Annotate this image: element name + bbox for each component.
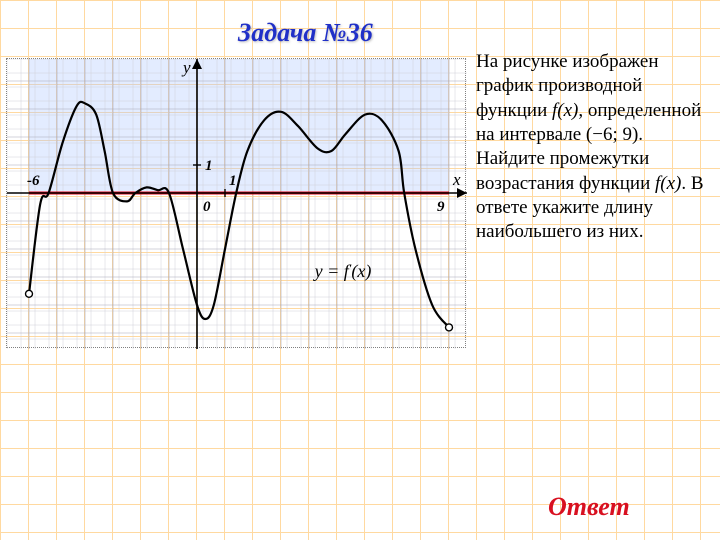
- svg-text:y = f′(x): y = f′(x): [313, 261, 372, 282]
- svg-text:y: y: [181, 59, 191, 77]
- fx-1: f(x): [552, 100, 578, 121]
- derivative-graph: y x 0 11 -6 9 y = f′(x): [7, 59, 467, 349]
- svg-text:x: x: [452, 170, 461, 189]
- task-title: Задача №36: [238, 18, 373, 48]
- svg-text:1: 1: [205, 158, 213, 174]
- fx-2: f(x): [655, 173, 681, 194]
- svg-text:9: 9: [437, 199, 445, 215]
- svg-text:-6: -6: [27, 173, 40, 189]
- svg-text:1: 1: [229, 173, 237, 189]
- problem-text: На рисунке изображен график производной …: [476, 50, 708, 245]
- graph-container: y x 0 11 -6 9 y = f′(x): [6, 58, 466, 348]
- svg-text:0: 0: [203, 199, 211, 215]
- answer-label: Ответ: [548, 492, 630, 522]
